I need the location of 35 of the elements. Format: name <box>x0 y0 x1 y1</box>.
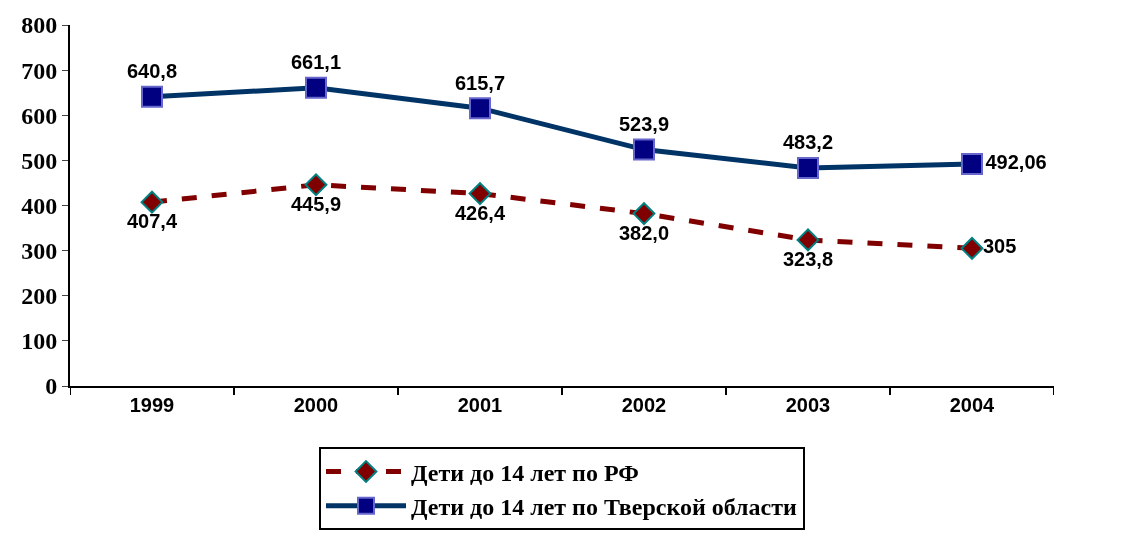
x-tick-label: 2003 <box>785 394 831 416</box>
point <box>632 202 656 226</box>
data-label: 407,4 <box>126 210 178 233</box>
data-label: 323,8 <box>782 247 834 270</box>
data-label: 615,7 <box>454 71 506 94</box>
y-tick-label: 400 <box>21 192 58 219</box>
data-label: 382,0 <box>618 221 670 244</box>
legend-label: Дети до 14 лет по Тверской области <box>411 494 798 521</box>
data-label: 305 <box>983 235 1017 258</box>
y-tick-label: 800 <box>21 12 58 39</box>
x-tick-label: 2004 <box>949 394 996 416</box>
x-tick-label: 2002 <box>621 394 667 416</box>
y-tick-label: 0 <box>45 373 58 400</box>
legend-label: Дети до 14 лет по РФ <box>411 459 639 486</box>
y-tick-label: 300 <box>21 238 58 265</box>
x-tick-label: 2001 <box>457 394 503 416</box>
data-label: 492,06 <box>985 150 1047 173</box>
data-label: 483,2 <box>782 131 834 154</box>
y-tick-label: 100 <box>21 328 58 355</box>
point <box>960 236 984 260</box>
point <box>140 190 164 214</box>
point <box>468 182 492 205</box>
point <box>796 228 820 252</box>
y-tick-label: 700 <box>21 57 58 84</box>
point <box>304 173 328 197</box>
y-tick-label: 200 <box>21 283 58 310</box>
x-tick-label: 1999 <box>129 394 175 416</box>
x-tick-label: 2000 <box>293 394 339 416</box>
y-tick-label: 600 <box>21 102 58 129</box>
data-label: 523,9 <box>618 113 670 136</box>
data-label: 426,4 <box>454 201 506 224</box>
y-tick-label: 500 <box>21 147 58 174</box>
data-label: 445,9 <box>290 192 342 215</box>
data-label: 640,8 <box>126 60 178 83</box>
data-label: 661,1 <box>290 51 342 74</box>
